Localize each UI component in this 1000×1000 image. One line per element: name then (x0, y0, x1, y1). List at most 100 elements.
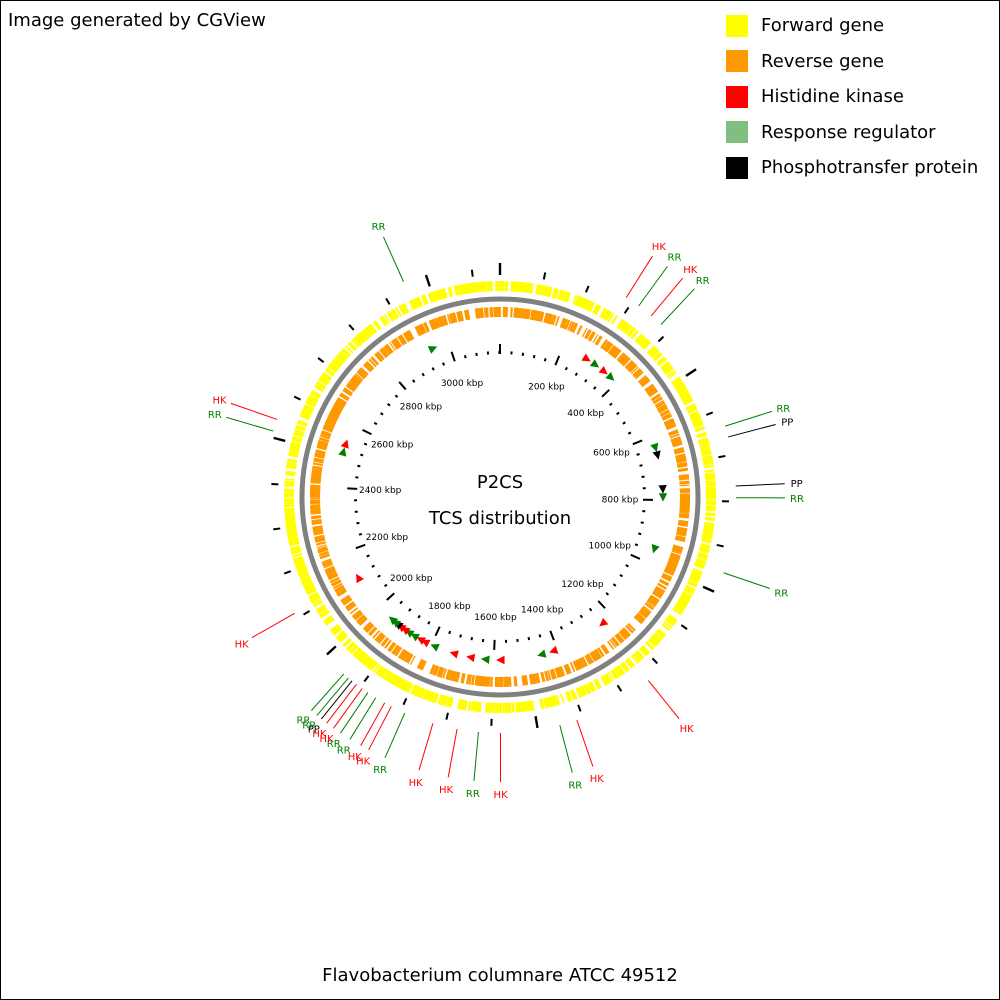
reverse-gene (521, 675, 525, 686)
forward-gene (583, 299, 590, 310)
forward-gene (702, 458, 713, 463)
reverse-gene (554, 316, 560, 327)
inner-tick (612, 583, 617, 587)
reverse-gene (650, 393, 661, 402)
outer-tick (685, 368, 697, 377)
hk-callout-line (576, 719, 594, 767)
forward-gene (347, 341, 357, 352)
reverse-gene (310, 515, 322, 520)
reverse-gene (441, 315, 446, 326)
reverse-gene (392, 339, 400, 349)
hk-label: HK (312, 729, 327, 740)
inner-tick (408, 608, 412, 612)
forward-gene (359, 653, 370, 664)
reverse-gene (669, 433, 680, 439)
reverse-gene (676, 531, 687, 537)
reverse-gene (666, 423, 677, 431)
inner-tick (597, 600, 606, 609)
forward-gene (626, 326, 635, 336)
reverse-gene (320, 431, 331, 437)
forward-gene (634, 651, 644, 661)
rr-label: RR (327, 739, 341, 750)
forward-gene (667, 371, 677, 379)
reverse-gene (646, 386, 657, 396)
forward-gene (421, 294, 429, 306)
reverse-gene (362, 621, 372, 631)
forward-gene (630, 654, 639, 664)
reverse-gene (534, 310, 540, 321)
forward-gene (702, 533, 713, 539)
forward-gene (442, 695, 448, 706)
forward-gene (677, 388, 688, 396)
outer-tick (705, 411, 714, 416)
hk-callout-line (650, 277, 683, 317)
tick-label: 1800 kbp (428, 602, 471, 612)
reverse-gene (630, 366, 639, 375)
reverse-gene (625, 360, 635, 371)
rr-marker (427, 346, 438, 354)
inner-tick (559, 626, 563, 630)
rr-label: RR (776, 404, 790, 415)
forward-gene (419, 688, 426, 699)
inner-tick (605, 592, 610, 596)
reverse-gene (484, 676, 487, 687)
outer-tick (293, 395, 301, 401)
forward-gene (560, 693, 565, 704)
inner-tick (632, 439, 643, 446)
reverse-gene (659, 409, 671, 417)
forward-gene (692, 420, 703, 426)
forward-gene (364, 657, 374, 668)
forward-gene (417, 296, 424, 307)
forward-gene (543, 285, 548, 297)
forward-gene (690, 414, 701, 421)
inner-tick (625, 564, 629, 568)
outer-tick (680, 624, 688, 630)
tcs-features: HKRRHKRRRRPPPPRRRRHKHKRRHKRRHKHKRRHKHKRR… (208, 222, 804, 801)
forward-gene (668, 614, 678, 622)
forward-gene (316, 605, 327, 614)
forward-gene (515, 702, 518, 713)
reverse-gene (479, 307, 484, 319)
forward-gene (336, 632, 347, 642)
reverse-gene (657, 582, 668, 589)
inner-tick (373, 421, 378, 426)
reverse-gene (589, 651, 597, 662)
forward-gene (377, 666, 387, 678)
reverse-gene (419, 323, 427, 335)
forward-gene (319, 377, 329, 385)
forward-gene (704, 516, 716, 521)
reverse-gene (632, 368, 642, 377)
reverse-gene (609, 639, 617, 649)
reverse-gene (323, 424, 334, 431)
reverse-gene (639, 376, 649, 385)
forward-gene (344, 345, 354, 354)
reverse-gene (432, 665, 439, 676)
forward-gene (310, 392, 320, 399)
forward-gene (359, 331, 368, 341)
reverse-gene (416, 658, 423, 669)
hk-callout-line (333, 688, 363, 729)
forward-gene (395, 677, 402, 687)
forward-gene (566, 292, 571, 303)
forward-gene (661, 363, 672, 372)
forward-gene (678, 389, 690, 398)
rr-callout-line (384, 712, 406, 758)
forward-gene (687, 579, 698, 588)
forward-gene (636, 650, 645, 659)
reverse-gene (616, 352, 625, 361)
forward-gene (368, 323, 378, 334)
forward-gene (332, 358, 343, 367)
forward-gene (299, 414, 310, 421)
forward-gene (288, 536, 299, 540)
reverse-gene (640, 608, 650, 616)
reverse-gene (365, 624, 375, 634)
reverse-gene (647, 599, 657, 607)
reverse-gene (559, 317, 566, 329)
reverse-gene (347, 382, 357, 390)
hk-marker (549, 645, 559, 654)
forward-gene (438, 288, 445, 300)
reverse-gene (318, 550, 329, 557)
inner-tick (386, 403, 391, 407)
forward-gene (676, 599, 688, 609)
